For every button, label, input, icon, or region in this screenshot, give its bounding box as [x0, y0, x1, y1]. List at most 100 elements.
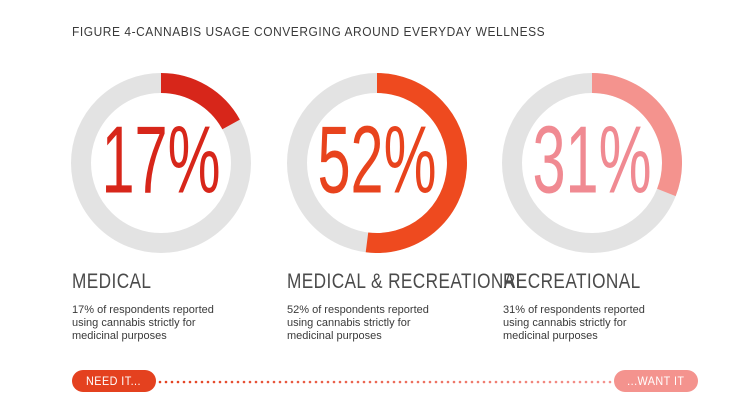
connector-dot [512, 380, 516, 384]
connector-dot [356, 380, 360, 384]
connector-dot [254, 380, 258, 384]
connector-dot [248, 380, 252, 384]
donut-arc-recreational [591, 73, 682, 197]
dotted-connector [158, 380, 612, 384]
connector-dot [386, 380, 390, 384]
connector-dot [368, 380, 372, 384]
connector-dot [392, 380, 396, 384]
connector-dot [206, 380, 210, 384]
connector-dot [596, 380, 600, 384]
connector-dot [488, 380, 492, 384]
connector-dot [308, 380, 312, 384]
connector-dot [416, 380, 420, 384]
connector-dot [464, 380, 468, 384]
donut-arc-medical-recreational [365, 73, 467, 253]
connector-dot [332, 380, 336, 384]
connector-dot [566, 380, 570, 384]
connector-dot [452, 380, 456, 384]
donut-chart: 52% [287, 73, 467, 253]
want-it-pill: ...WANT IT [614, 370, 698, 392]
category-title-recreational: RECREATIONAL [503, 270, 641, 293]
connector-dot [548, 380, 552, 384]
connector-dot [602, 380, 606, 384]
connector-dot [554, 380, 558, 384]
need-it-pill: NEED IT... [72, 370, 156, 392]
donut-arc-medical [160, 73, 240, 130]
donut-chart: 31% [502, 73, 682, 253]
connector-dot [212, 380, 216, 384]
connector-dot [344, 380, 348, 384]
connector-dot [542, 380, 546, 384]
connector-dot [380, 380, 384, 384]
figure-title: FIGURE 4-CANNABIS USAGE CONVERGING AROUN… [72, 24, 546, 39]
connector-dot [500, 380, 504, 384]
connector-dot [506, 380, 510, 384]
connector-dot [194, 380, 198, 384]
connector-dot [362, 380, 366, 384]
connector-dot [158, 380, 162, 384]
connector-dot [200, 380, 204, 384]
donut-chart: 17% [71, 73, 251, 253]
connector-dot [524, 380, 528, 384]
connector-dot [260, 380, 264, 384]
donut-recreational: 31% [502, 73, 682, 253]
description-recreational: 31% of respondents reported using cannab… [503, 304, 645, 342]
category-title-medical-recreational: MEDICAL & RECREATIONAL [287, 270, 526, 293]
need-it-label: NEED IT... [86, 374, 142, 388]
connector-dot [536, 380, 540, 384]
donut-medical-recreational: 52% [287, 73, 467, 253]
connector-dot [350, 380, 354, 384]
connector-dot [230, 380, 234, 384]
connector-dot [608, 380, 612, 384]
connector-dot [404, 380, 408, 384]
connector-dot [440, 380, 444, 384]
category-title-medical: MEDICAL [72, 270, 152, 293]
connector-dot [338, 380, 342, 384]
connector-dot [410, 380, 414, 384]
connector-dot [374, 380, 378, 384]
connector-dot [320, 380, 324, 384]
connector-dot [176, 380, 180, 384]
connector-dot [446, 380, 450, 384]
connector-dot [572, 380, 576, 384]
description-medical: 17% of respondents reported using cannab… [72, 304, 214, 342]
connector-dot [164, 380, 168, 384]
connector-dot [590, 380, 594, 384]
connector-dot [584, 380, 588, 384]
connector-dot [578, 380, 582, 384]
connector-dot [278, 380, 282, 384]
connector-dot [494, 380, 498, 384]
connector-dot [326, 380, 330, 384]
connector-dot [434, 380, 438, 384]
connector-dot [560, 380, 564, 384]
connector-dot [476, 380, 480, 384]
connector-dot [458, 380, 462, 384]
percent-label: 17% [101, 106, 220, 213]
connector-dot [272, 380, 276, 384]
connector-dot [302, 380, 306, 384]
connector-dot [518, 380, 522, 384]
connector-dot [422, 380, 426, 384]
connector-dot [242, 380, 246, 384]
connector-dot [236, 380, 240, 384]
percent-label: 31% [532, 106, 651, 213]
connector-dot [530, 380, 534, 384]
donut-medical: 17% [71, 73, 251, 253]
connector-dot [188, 380, 192, 384]
connector-dot [266, 380, 270, 384]
connector-dot [290, 380, 294, 384]
percent-label: 52% [317, 106, 436, 213]
connector-dot [218, 380, 222, 384]
connector-dot [314, 380, 318, 384]
want-it-label: ...WANT IT [627, 374, 685, 388]
connector-dot [170, 380, 174, 384]
connector-dot [296, 380, 300, 384]
connector-dot [482, 380, 486, 384]
connector-dot [428, 380, 432, 384]
connector-dot [398, 380, 402, 384]
connector-dot [182, 380, 186, 384]
connector-dot [224, 380, 228, 384]
description-medical-recreational: 52% of respondents reported using cannab… [287, 304, 429, 342]
connector-dot [470, 380, 474, 384]
connector-dot [284, 380, 288, 384]
